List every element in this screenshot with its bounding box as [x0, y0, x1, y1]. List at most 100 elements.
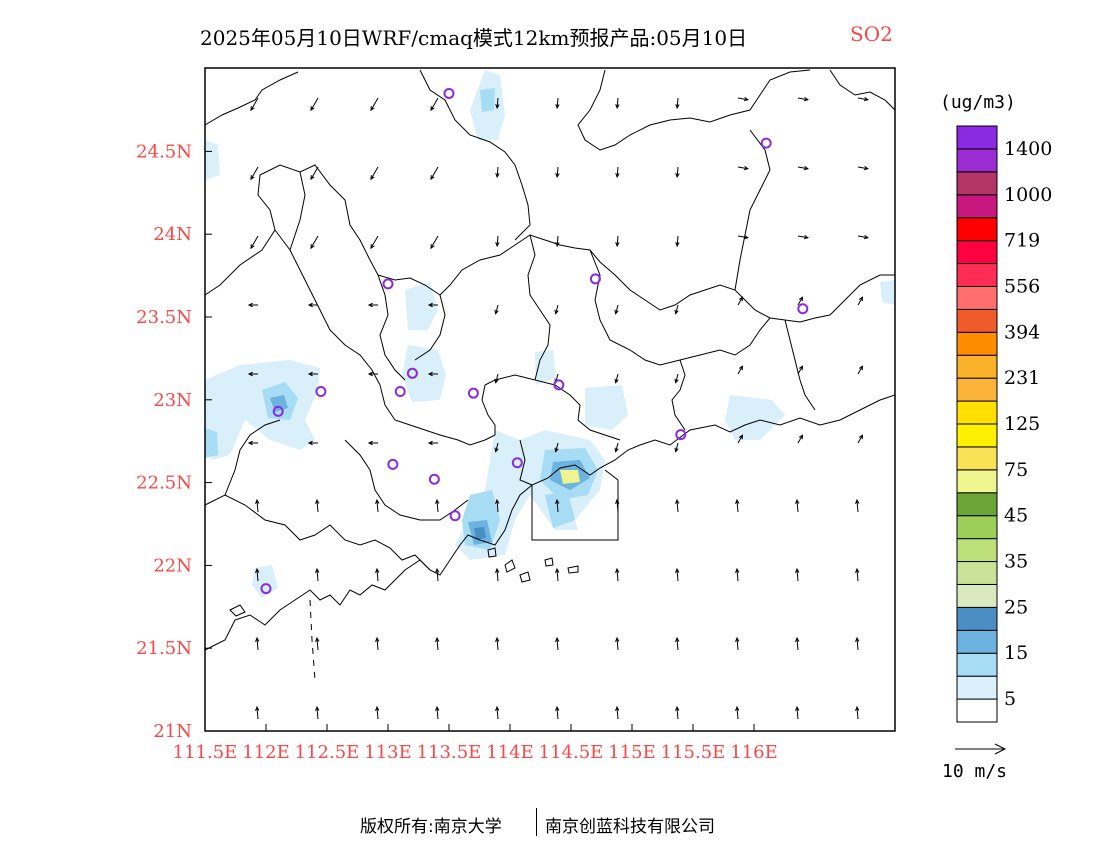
wind-arrow: [857, 365, 864, 375]
island: [567, 565, 579, 574]
colorbar-swatch: [956, 377, 998, 402]
shade-area: [725, 395, 785, 440]
lon-tick-label: 112E: [242, 742, 290, 763]
province-border: [204, 164, 895, 323]
wind-arrow: [435, 636, 440, 651]
city-border: [671, 359, 686, 431]
footer-divider: [536, 808, 537, 836]
station-marker: [394, 386, 406, 398]
station-marker: [315, 386, 327, 398]
station-marker: [511, 457, 523, 469]
wind-arrow: [855, 498, 860, 513]
wind-arrow: [495, 498, 500, 513]
wind-arrow: [435, 498, 440, 513]
wind-arrow: [427, 302, 438, 308]
station-marker: [272, 405, 284, 417]
wind-arrow: [855, 636, 860, 651]
city-border: [274, 229, 496, 446]
peninsula-dashed: [309, 599, 316, 681]
wind-arrow: [674, 304, 679, 315]
wind-arrow: [555, 567, 560, 582]
station-marker: [553, 379, 565, 391]
wind-arrow: [430, 97, 439, 112]
wind-arrow: [675, 235, 680, 248]
city-border: [224, 419, 281, 496]
station-marker: [443, 87, 455, 99]
station-marker: [797, 303, 809, 315]
wind-arrow: [675, 166, 680, 179]
wind-vectors: [247, 96, 869, 720]
wind-arrow: [367, 302, 378, 308]
island: [229, 604, 246, 617]
colorbar: 5 15 25 35 45 75 125 231 394 556 719 1000 1400: [956, 125, 1052, 723]
wind-arrow: [795, 567, 800, 582]
hk-border: [531, 469, 619, 541]
station-marker: [260, 583, 272, 595]
wind-arrow: [737, 165, 749, 171]
island: [504, 559, 516, 573]
lat-tick-label: 23N: [153, 390, 192, 411]
lat-tick-label: 22N: [153, 555, 192, 576]
shade-area: [585, 385, 628, 430]
wind-arrow: [797, 96, 809, 102]
colorbar-label: 45: [1004, 505, 1028, 527]
shade-area: [205, 360, 320, 460]
wind-arrow: [555, 97, 560, 110]
colorbar-swatch: [956, 194, 998, 219]
city-border: [519, 439, 533, 486]
shade-area: [545, 492, 575, 528]
wind-arrow: [615, 166, 620, 179]
wind-arrow: [315, 705, 320, 720]
wind-arrow: [555, 636, 560, 651]
wind-arrow: [857, 296, 864, 306]
colorbar-swatch: [956, 446, 998, 471]
wind-legend-arrowhead: [994, 743, 1007, 755]
wind-arrow: [430, 235, 439, 250]
monitoring-stations: [260, 87, 809, 595]
concentration-shading: [205, 70, 895, 598]
colorbar-label: 25: [1004, 596, 1028, 618]
wind-arrow: [495, 166, 500, 179]
colorbar-swatch: [956, 240, 998, 265]
wind-arrow: [495, 97, 500, 110]
wind-arrow: [255, 498, 260, 513]
wind-arrow: [247, 440, 258, 446]
city-border: [527, 234, 551, 381]
wind-arrow: [555, 498, 560, 513]
shade-area: [480, 88, 495, 112]
wind-arrow: [795, 498, 800, 513]
wind-arrow: [555, 166, 560, 179]
wind-arrow: [735, 567, 740, 582]
colorbar-label: 15: [1004, 642, 1028, 664]
wind-arrow: [307, 302, 318, 308]
wind-arrow: [737, 365, 744, 375]
lon-tick-label: 114E: [486, 742, 534, 763]
wind-arrow: [857, 165, 869, 171]
colorbar-swatch: [956, 561, 998, 585]
wind-arrow: [737, 434, 744, 444]
colorbar-swatch: [956, 538, 998, 563]
lat-tick-label: 21.5N: [136, 638, 192, 659]
city-border: [481, 384, 496, 435]
wind-arrow: [615, 636, 620, 651]
province-border: [204, 71, 299, 126]
wind-arrow: [315, 636, 320, 651]
lon-tick-label: 111.5E: [173, 742, 238, 763]
shade-area: [405, 282, 438, 330]
colorbar-swatch: [956, 492, 998, 517]
wind-arrow: [255, 705, 260, 720]
wind-arrow: [615, 498, 620, 513]
province-border: [577, 69, 811, 151]
wind-arrow: [675, 636, 680, 651]
lat-tick-label: 24N: [153, 224, 192, 245]
wind-arrow: [435, 705, 440, 720]
wind-arrow: [554, 304, 559, 315]
wind-arrow: [375, 705, 380, 720]
lon-tick-label: 112.5E: [295, 742, 360, 763]
wind-arrow: [674, 442, 679, 453]
colorbar-swatch: [956, 675, 998, 700]
colorbar-swatch: [956, 354, 998, 379]
lon-tick-label: 113.5E: [417, 742, 482, 763]
station-marker: [675, 429, 687, 441]
